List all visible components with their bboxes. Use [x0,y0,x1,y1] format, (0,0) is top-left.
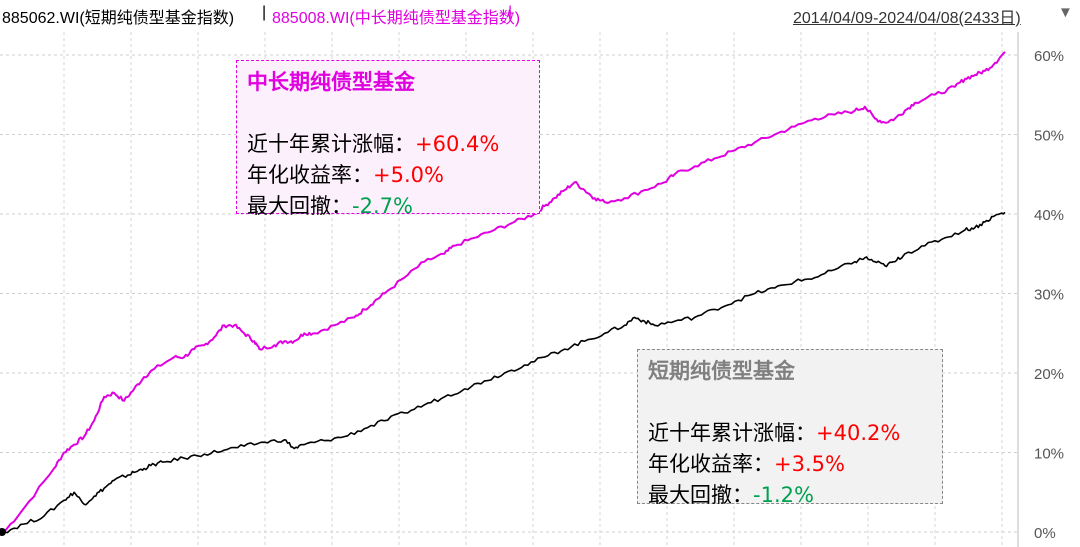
y-tick-label: 60% [1034,48,1064,65]
short-dd-value: -1.2% [753,483,814,507]
long-ann-label: 年化收益率： [247,163,373,187]
long-dd-value: -2.7% [352,194,413,218]
short-cum-row: 近十年累计涨幅：+40.2% [648,418,932,449]
long-term-fund-stats-box: 中长期纯债型基金 近十年累计涨幅：+60.4% 年化收益率：+5.0% 最大回撤… [236,60,540,218]
long-cum-label: 近十年累计涨幅： [247,132,415,156]
short-ann-label: 年化收益率： [648,452,774,476]
short-ann-row: 年化收益率：+3.5% [648,449,932,480]
short-box-title: 短期纯债型基金 [648,359,795,383]
legend-separator-2: | [508,4,513,21]
legend-separator: | [262,4,267,21]
long-dd-row: 最大回撤：-2.7% [247,191,529,222]
y-tick-label: 30% [1034,287,1064,304]
short-dd-row: 最大回撤：-1.2% [648,480,932,511]
short-cum-label: 近十年累计涨幅： [648,421,816,445]
series-lines [3,51,1006,534]
legend-series-short[interactable]: 885062.WI(短期纯债型基金指数) [2,10,235,27]
y-tick-label: 50% [1034,128,1064,145]
long-dd-label: 最大回撤： [247,194,352,218]
short-dd-label: 最大回撤： [648,483,753,507]
y-tick-label: 0% [1034,525,1056,542]
series-line-long [3,51,1006,533]
y-axis-ticks: 0% 10% 20% 30% 40% 50% 60% [1034,48,1064,542]
long-box-title: 中长期纯债型基金 [247,70,415,94]
legend-series-long[interactable]: 885008.WI(中长期纯债型基金指数) [272,10,521,27]
y-tick-label: 20% [1034,366,1064,383]
chart-header: 885062.WI(短期纯债型基金指数) | 885008.WI(中长期纯债型基… [0,0,1080,32]
short-cum-value: +40.2% [816,421,901,445]
y-tick-label: 40% [1034,207,1064,224]
long-ann-value: +5.0% [373,163,444,187]
series-line-short [3,211,1006,534]
long-cum-row: 近十年累计涨幅：+60.4% [247,129,529,160]
y-tick-label: 10% [1034,446,1064,463]
triangle-down-icon[interactable]: ▼ [1058,4,1073,21]
long-ann-row: 年化收益率：+5.0% [247,160,529,191]
start-marker [0,528,6,536]
date-range-link[interactable]: 2014/04/09-2024/04/08(2433日) [793,10,1021,27]
short-term-fund-stats-box: 短期纯债型基金 近十年累计涨幅：+40.2% 年化收益率：+3.5% 最大回撤：… [637,349,943,507]
long-cum-value: +60.4% [415,132,500,156]
short-ann-value: +3.5% [774,452,845,476]
